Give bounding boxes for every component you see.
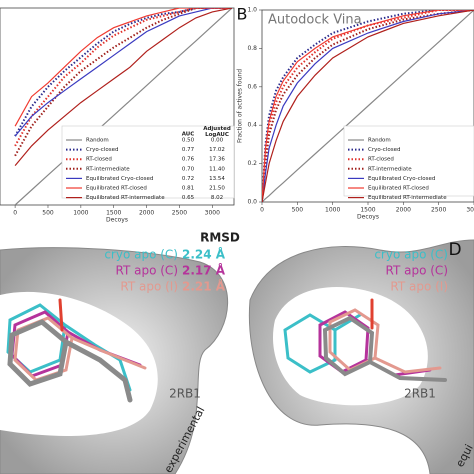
series-line [262,10,474,202]
series-line [14,8,232,137]
legend-label: Equilibrated Cryo-closed [368,176,435,182]
x-tick-label: 1500 [106,210,121,217]
x-tick-label: 1000 [325,207,340,214]
rmsd-name: cryo apo (C) [104,248,178,262]
x-tick-label: 500 [292,207,304,214]
y-tick-label: 0.2 [247,160,257,167]
x-tick-label: 0 [260,207,264,214]
x-tick-label: 2000 [396,207,411,214]
y-tick-label: 0.0 [247,199,257,206]
x-tick-label: 2000 [139,210,154,217]
legend-box [61,125,235,199]
legend-auc: 0.77 [182,147,195,153]
legend-label: Equilibrated RT-intermediate [368,195,447,201]
legend-logauc: 0.00 [211,138,224,144]
y-tick-label: 0.4 [247,122,257,129]
legend-logauc: 8.02 [211,195,223,201]
legend-logauc: 11.40 [209,166,225,172]
legend-label: RT-intermediate [368,166,412,172]
y-tick-label: 0.8 [247,45,257,52]
x-tick-label: 3000 [466,207,474,214]
x-tick-label: 500 [42,210,54,217]
series-line [14,8,232,127]
series-line [262,10,474,202]
legend-logauc: 17.02 [209,147,225,153]
series-line [262,10,474,202]
model-name: RT apo (I) [390,280,448,294]
panel-label: B [237,5,248,24]
series-line [14,8,233,166]
legend-auc: 0.50 [182,138,195,144]
pdb-label: 2RB1 [404,387,436,401]
legend-auc: 0.65 [182,195,195,201]
legend-logauc: 13.54 [209,176,225,182]
ligands [6,298,147,403]
legend-label: Cryo-closed [368,147,400,153]
rmsd-name: RT apo (C) [116,264,178,278]
legend-label: RT-intermediate [86,166,130,172]
legend-box [343,125,474,197]
rmsd-value: 2.17 Å [182,263,226,278]
x-tick-label: 1000 [73,210,88,217]
legend-label: RT-closed [86,157,112,163]
rmsd-value: 2.21 Å [182,279,226,294]
panel-label: D [448,240,461,260]
rmsd-value: 2.24 Å [182,247,226,262]
legend-label: Equilibrated RT-closed [86,186,147,192]
rmsd-header: RMSD [200,231,240,245]
legend-label: Equilibrated RT-closed [368,186,429,192]
x-tick-label: 2500 [172,210,187,217]
legend-header-box: Adjusted LogAUC [203,126,231,138]
legend-label: Equilibrated RT-intermediate [86,195,165,201]
legend-auc: 0.72 [182,176,194,182]
legend-logauc: 17.36 [209,157,225,163]
panel-d [240,236,474,474]
series-line [14,8,232,137]
y-tick-label: 1.0 [247,7,257,14]
legend-label: Random [86,138,109,144]
legend-logauc: 21.50 [209,186,225,192]
legend-auc: 0.76 [182,157,195,163]
chart-title: Autodock Vina [268,13,362,28]
legend-header: AUC [182,132,195,138]
x-tick-label: 3000 [205,210,220,217]
panel-c [0,236,237,474]
model-name: RT apo (C) [386,264,448,278]
x-tick-label: 2500 [431,207,446,214]
legend-auc: 0.81 [182,186,194,192]
series-line [262,10,474,202]
x-tick-label: 1500 [360,207,375,214]
model-name: cryo apo (C) [374,248,448,262]
legend-label: Random [368,138,391,144]
legend-header: Adjusted LogAUC [203,126,231,138]
legend-auc: 0.70 [182,166,195,172]
legend-label: Cryo-closed [86,147,118,153]
x-axis-label: Decoys [357,214,379,221]
rmsd-name: RT apo (I) [120,280,178,294]
y-axis-label: Fraction of actives found [237,69,244,143]
legend-label: RT-closed [368,157,394,163]
series-line [14,8,232,147]
legend-label: Equilibrated Cryo-closed [86,176,153,182]
series-line [14,8,232,157]
series-line [14,8,233,205]
y-tick-label: 0.6 [247,83,257,90]
ligands [283,298,447,382]
pdb-label: 2RB1 [169,387,201,401]
x-tick-label: 0 [13,210,17,217]
series-line [262,10,474,202]
x-axis-label: Decoys [106,217,128,224]
